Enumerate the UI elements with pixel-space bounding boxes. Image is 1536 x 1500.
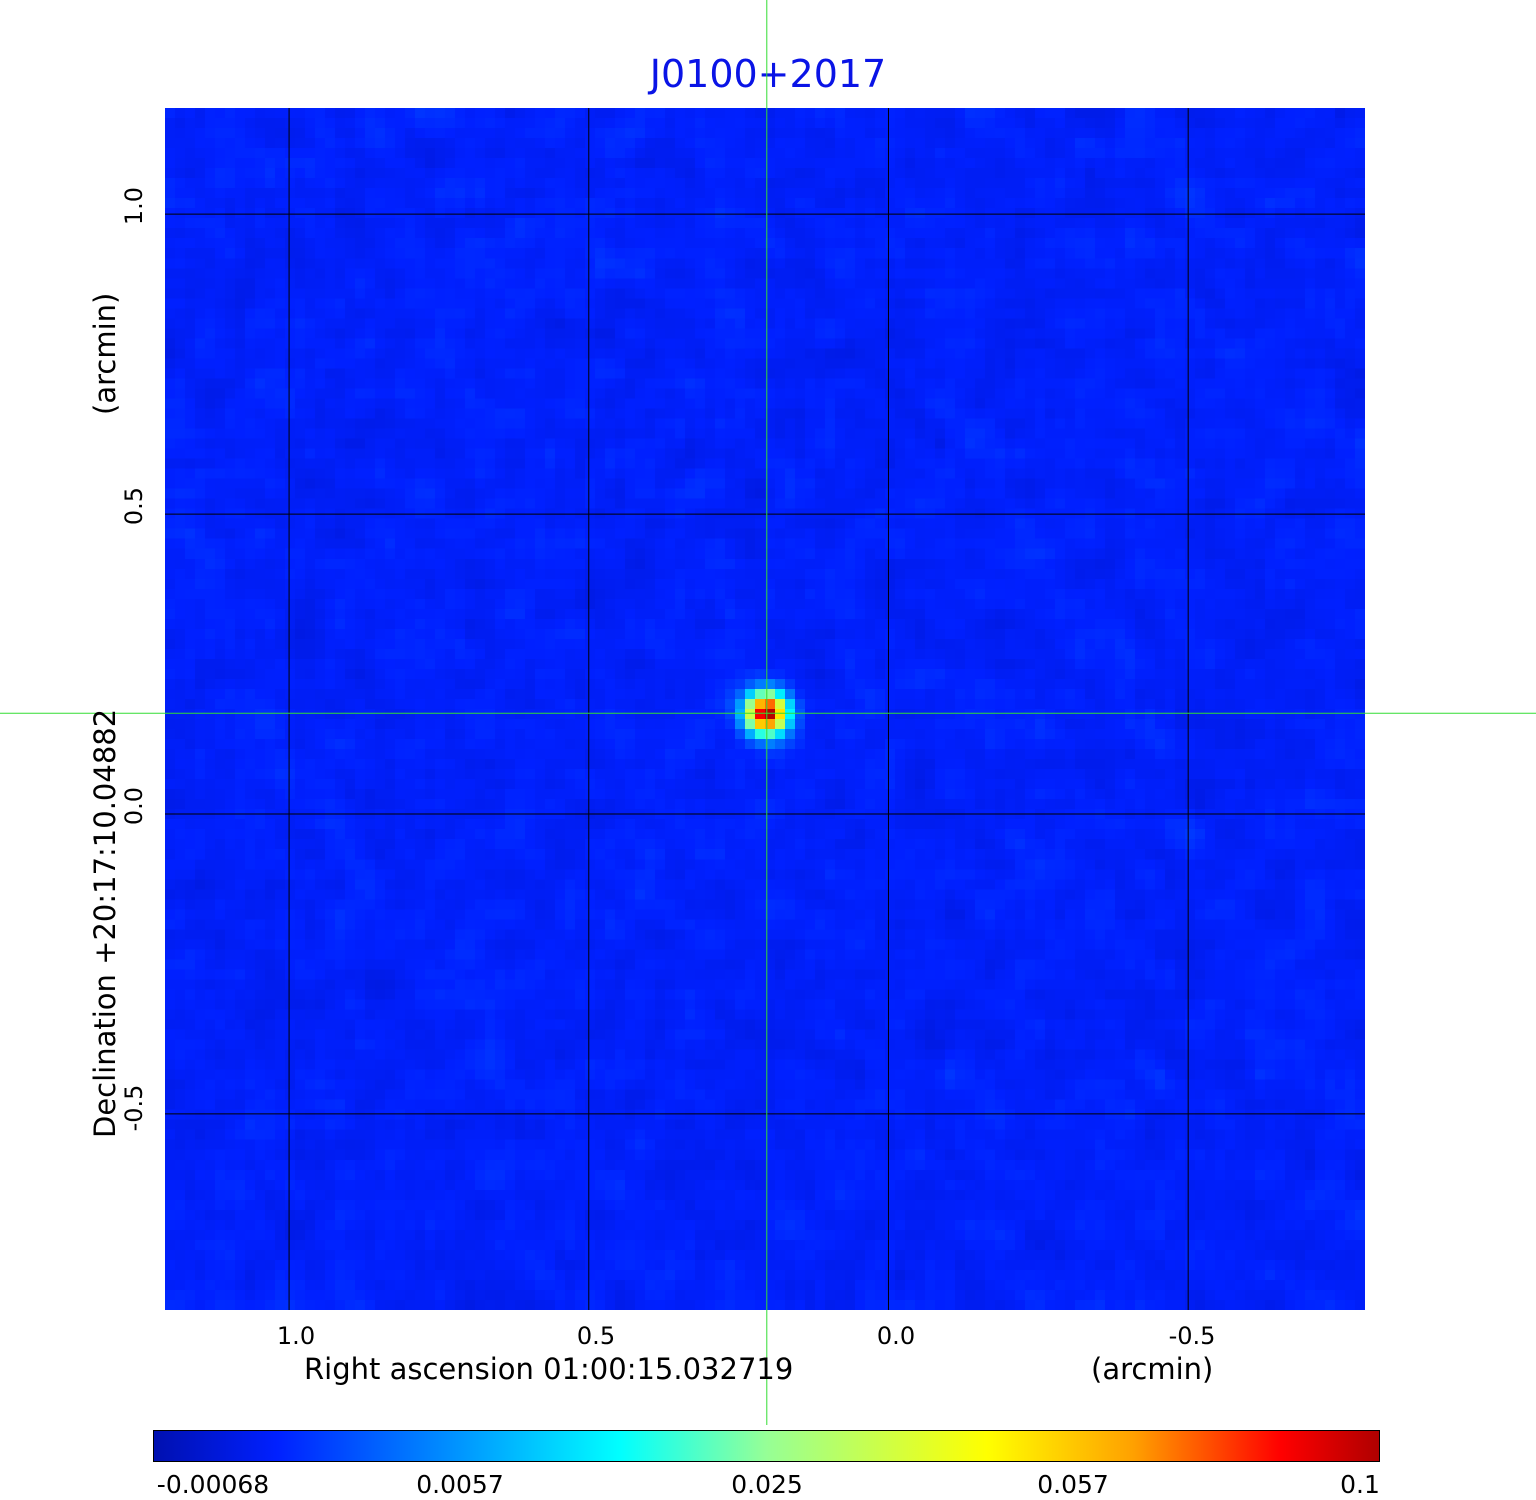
x-tick-label: -0.5: [1168, 1322, 1216, 1350]
colorbar-tick-label: -0.00068: [156, 1470, 270, 1499]
x-tick-label: 0.5: [576, 1322, 616, 1350]
x-axis-label: Right ascension 01:00:15.032719: [304, 1352, 794, 1386]
y-axis-label: Declination +20:17:10.04882: [88, 708, 122, 1138]
chart-title: J0100+2017: [649, 52, 887, 96]
x-tick-label: 0.0: [876, 1322, 916, 1350]
colorbar-tick-label: 0.057: [1037, 1470, 1109, 1499]
colorbar-tick-label: 0.1: [1340, 1470, 1380, 1499]
y-tick-label: 1.0: [120, 186, 148, 226]
colorbar: [153, 1430, 1380, 1462]
colorbar-tick-label: 0.0057: [416, 1470, 504, 1499]
y-tick-label: 0.5: [120, 486, 148, 526]
y-axis-unit: (arcmin): [88, 292, 122, 415]
x-tick-label: 1.0: [276, 1322, 316, 1350]
image-plot[interactable]: [165, 108, 1365, 1310]
colorbar-tick-label: 0.025: [731, 1470, 803, 1499]
y-tick-label: -0.5: [120, 1084, 148, 1132]
x-axis-unit: (arcmin): [1091, 1352, 1214, 1386]
y-tick-label: 0.0: [120, 786, 148, 826]
